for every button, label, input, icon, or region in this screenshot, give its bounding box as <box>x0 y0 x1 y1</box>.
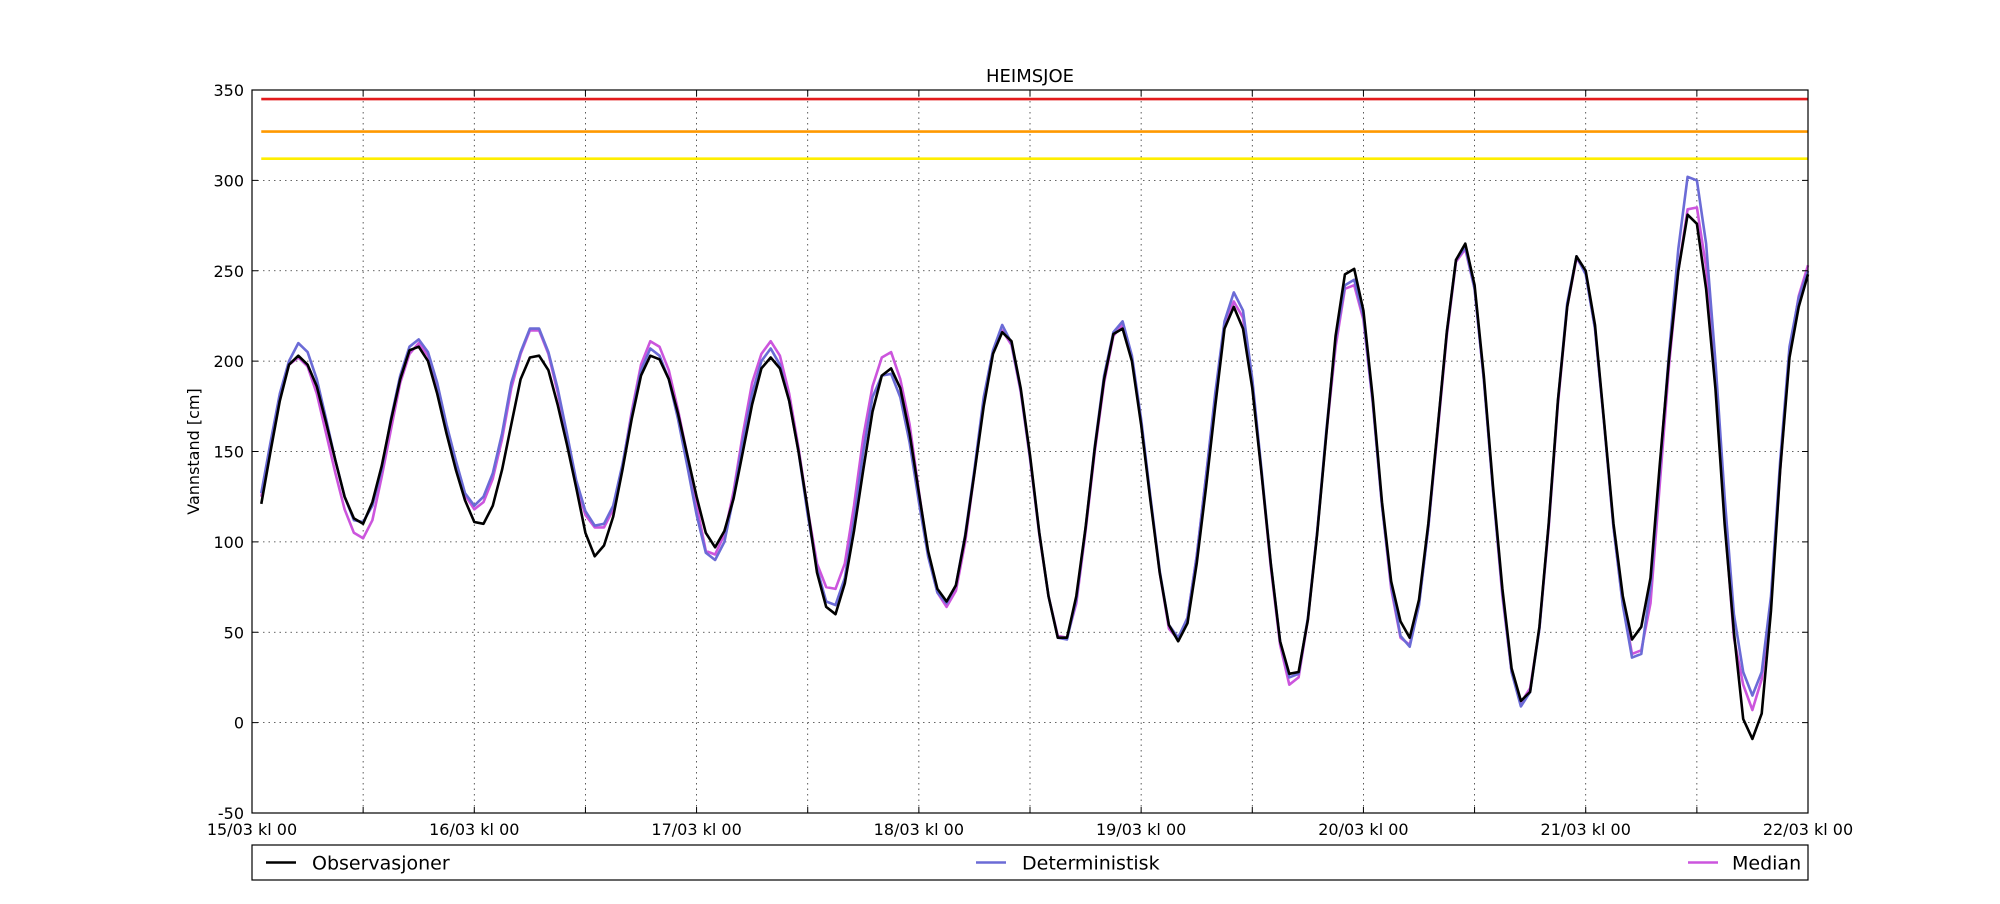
y-tick-label: 100 <box>213 533 244 552</box>
y-tick-label: 350 <box>213 81 244 100</box>
x-tick-label: 15/03 kl 00 <box>207 820 297 839</box>
legend: Observasjoner Deterministisk Median <box>251 844 1809 881</box>
y-tick-label: 0 <box>234 714 244 733</box>
series-lines <box>260 175 1810 741</box>
y-axis-label: Vannstand [cm] <box>184 388 203 514</box>
legend-label: Observasjoner <box>312 853 450 875</box>
series-line-median <box>260 206 1810 712</box>
y-tick-label: 50 <box>224 623 244 642</box>
x-tick-label: 16/03 kl 00 <box>429 820 519 839</box>
chart-title: HEIMSJOE <box>986 66 1074 87</box>
x-tick-label: 22/03 kl 00 <box>1763 820 1853 839</box>
x-tick-label: 21/03 kl 00 <box>1541 820 1631 839</box>
x-tick-label: 18/03 kl 00 <box>874 820 964 839</box>
y-tick-label: 250 <box>213 262 244 281</box>
grid-layer <box>252 90 1808 813</box>
x-tick-label: 17/03 kl 00 <box>651 820 741 839</box>
threshold-lines <box>261 97 1808 160</box>
legend-box <box>251 844 1809 881</box>
x-tick-label: 19/03 kl 00 <box>1096 820 1186 839</box>
legend-label: Deterministisk <box>1022 853 1160 875</box>
y-tick-label: 300 <box>213 171 244 190</box>
x-tick-label: 20/03 kl 00 <box>1318 820 1408 839</box>
axes: -50 0 50 100 150 200 250 300 350 15/03 kl 00 16/03… <box>207 81 1853 839</box>
series-line-observasjoner <box>260 213 1810 741</box>
y-tick-label: 200 <box>213 352 244 371</box>
y-tick-label: -50 <box>218 804 244 823</box>
y-tick-label: 150 <box>213 443 244 462</box>
legend-label: Median <box>1732 853 1801 875</box>
